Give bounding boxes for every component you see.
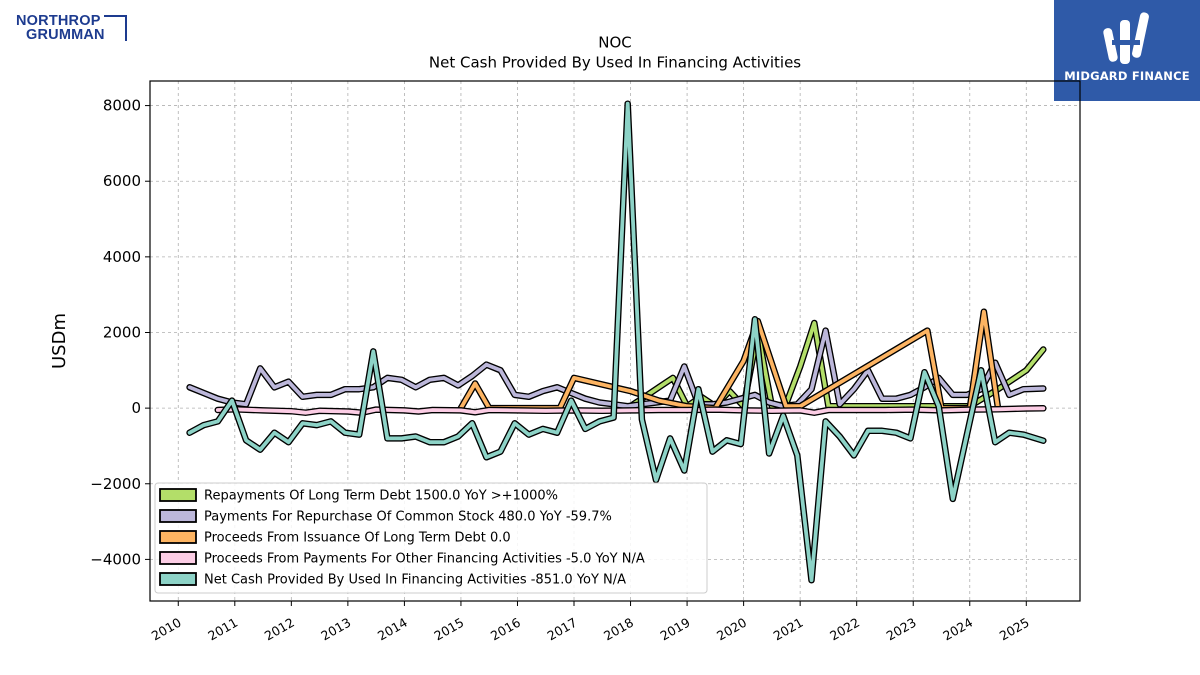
- plot-frame: [149, 80, 1081, 602]
- x-tick-label: 2024: [940, 615, 975, 644]
- y-tick-label: 8000: [103, 97, 141, 115]
- x-tick-label: 2011: [205, 615, 240, 644]
- legend-swatch: [159, 509, 197, 523]
- y-tick-label: 6000: [103, 172, 141, 190]
- x-tick-label: 2013: [318, 615, 353, 644]
- logo-line-1: NORTHROP: [16, 13, 101, 29]
- chart-subtitle: Net Cash Provided By Used In Financing A…: [429, 54, 801, 72]
- legend-label: Proceeds From Issuance Of Long Term Debt…: [204, 531, 511, 546]
- y-tick-label: −2000: [90, 475, 141, 493]
- logo-line-2: GRUMMAN: [26, 27, 105, 43]
- legend-box: [154, 482, 708, 594]
- y-tick-label: −4000: [90, 550, 141, 568]
- x-tick-label: 2025: [997, 615, 1032, 644]
- logo-bracket-top: [104, 15, 127, 17]
- legend-swatch: [159, 572, 197, 586]
- legend-label: Repayments Of Long Term Debt 1500.0 YoY …: [204, 489, 558, 504]
- x-tick-label: 2018: [601, 615, 636, 644]
- logo-bracket-side: [125, 15, 127, 41]
- x-tick-label: 2015: [431, 615, 466, 644]
- x-tick-label: 2012: [262, 615, 297, 644]
- x-tick-label: 2023: [884, 615, 919, 644]
- legend-swatch: [159, 530, 197, 544]
- series-line: [215, 406, 1046, 415]
- y-tick-label: 0: [131, 399, 141, 417]
- legend-swatch: [159, 551, 197, 565]
- x-tick-label: 2021: [771, 615, 806, 644]
- northrop-grumman-logo: NORTHROP GRUMMAN: [14, 13, 134, 43]
- x-tick-label: 2020: [714, 615, 749, 644]
- midgard-finance-logo: MIDGARD FINANCE: [1054, 0, 1200, 101]
- midgard-emblem-icon: [1103, 12, 1149, 64]
- legend: Repayments Of Long Term Debt 1500.0 YoY …: [154, 482, 708, 594]
- series-line: [187, 101, 1046, 583]
- y-tick-label: 4000: [103, 248, 141, 266]
- x-tick-label: 2022: [827, 615, 862, 644]
- chart-title: NOC: [598, 34, 632, 52]
- legend-label: Proceeds From Payments For Other Financi…: [204, 552, 645, 567]
- legend-label: Net Cash Provided By Used In Financing A…: [204, 573, 626, 588]
- series-layer: [186, 100, 1047, 584]
- x-tick-label: 2019: [658, 615, 693, 644]
- y-tick-label: 2000: [103, 323, 141, 341]
- x-tick-label: 2017: [544, 615, 579, 644]
- y-axis-label: USDm: [49, 313, 70, 369]
- x-tick-label: 2014: [375, 615, 410, 644]
- brand-name: MIDGARD FINANCE: [1064, 69, 1190, 83]
- x-tick-label: 2010: [149, 615, 184, 644]
- x-tick-label: 2016: [488, 615, 523, 644]
- legend-swatch: [159, 488, 197, 502]
- legend-label: Payments For Repurchase Of Common Stock …: [204, 510, 612, 525]
